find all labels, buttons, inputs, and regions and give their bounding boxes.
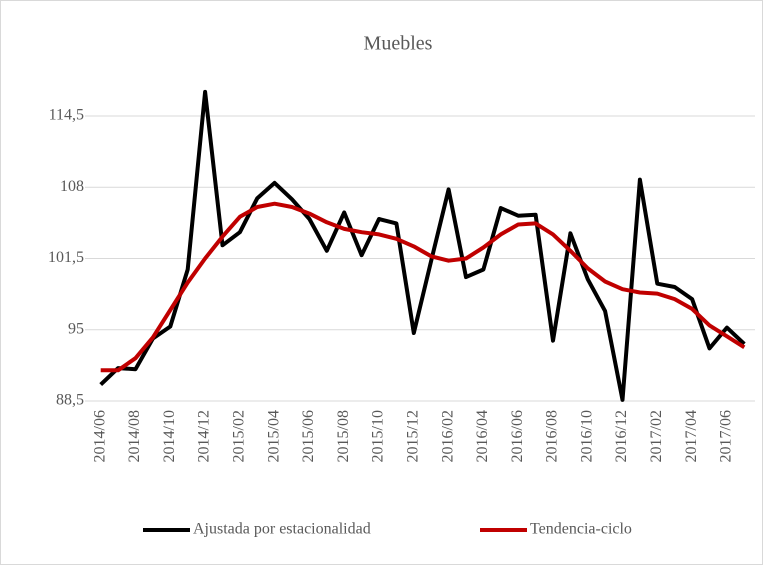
x-tick-label: 2015/04 [265, 410, 282, 462]
x-tick-label: 2016/06 [509, 410, 526, 462]
x-tick-label: 2014/12 [196, 410, 213, 462]
x-tick-label: 2016/02 [439, 410, 456, 462]
y-tick-label: 95 [68, 320, 84, 337]
x-tick-label: 2014/10 [161, 410, 178, 462]
x-tick-label: 2015/02 [231, 410, 248, 462]
y-tick-label: 88,5 [56, 392, 84, 409]
x-tick-label: 2016/08 [544, 410, 561, 462]
chart-border [0, 0, 763, 565]
series-line [99, 89, 746, 402]
x-tick-label: 2016/12 [613, 410, 630, 462]
x-tick-label: 2014/06 [91, 410, 108, 462]
legend-label: Ajustada por estacionalidad [193, 521, 371, 538]
x-tick-label: 2015/08 [335, 410, 352, 462]
y-tick-label: 108 [60, 178, 84, 195]
y-tick-label: 101,5 [48, 249, 84, 266]
series-line [100, 201, 746, 373]
x-tick-label: 2017/06 [718, 410, 735, 462]
legend-label: Tendencia-ciclo [530, 521, 632, 538]
x-tick-label: 2017/04 [683, 410, 700, 462]
x-tick-label: 2015/06 [300, 410, 317, 462]
x-tick-label: 2015/12 [404, 410, 421, 462]
y-tick-label: 114,5 [49, 107, 84, 124]
x-tick-label: 2014/08 [126, 410, 143, 462]
x-tick-label: 2016/10 [578, 410, 595, 462]
chart-title: Muebles [364, 33, 433, 55]
x-tick-label: 2016/04 [474, 410, 491, 462]
x-tick-label: 2017/02 [648, 410, 665, 462]
x-tick-label: 2015/10 [370, 410, 387, 462]
